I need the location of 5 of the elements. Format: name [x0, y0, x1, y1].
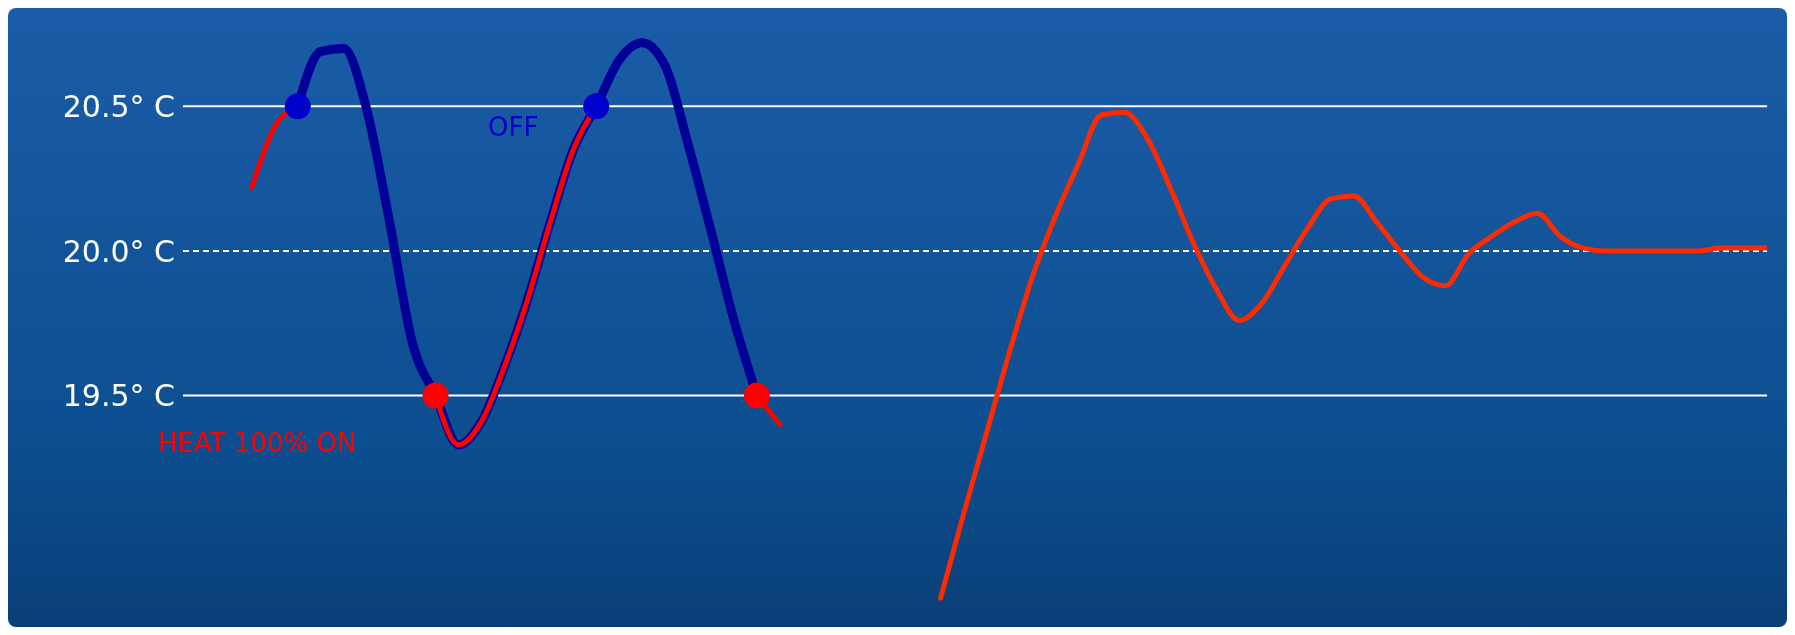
y-tick-label: 19.5° C	[62, 378, 175, 414]
annotation: HEAT 100% ON	[158, 428, 357, 458]
y-tick-label: 20.5° C	[62, 89, 175, 124]
y-tick-label: 20.0° C	[62, 233, 175, 269]
annotation: OFF	[488, 112, 539, 142]
